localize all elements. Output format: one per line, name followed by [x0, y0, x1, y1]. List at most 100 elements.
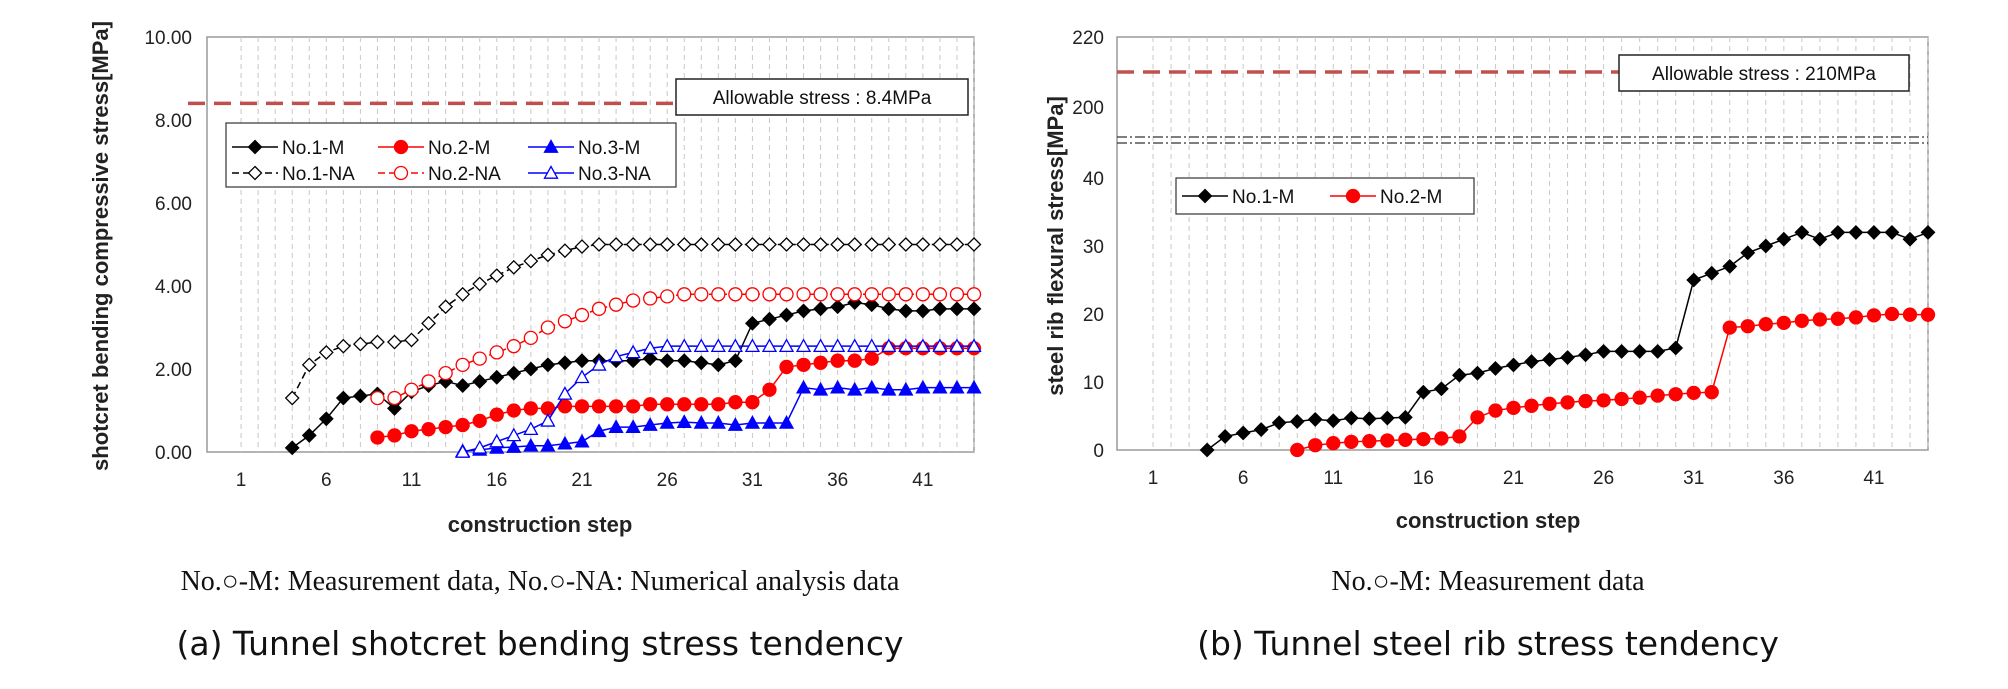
chart-b-data-point — [1434, 431, 1449, 446]
chart-a-y-tick-label: 4.00 — [155, 277, 192, 298]
chart-a-data-point — [864, 351, 879, 366]
chart-a-data-point — [489, 369, 505, 385]
chart-a-legend-marker — [247, 165, 263, 181]
chart-a-data-point — [301, 427, 317, 443]
chart-a-data-point — [455, 357, 470, 373]
chart-b-allowable-stress-label: Allowable stress : 210MPa — [1652, 64, 1876, 85]
chart-a-data-point — [915, 303, 931, 319]
chart-b-y-tick-label: 0 — [1093, 441, 1104, 462]
chart-a-data-point — [370, 430, 385, 445]
chart-b-x-tick-label: 11 — [1323, 468, 1343, 489]
chart-a-data-point — [932, 287, 948, 302]
chart-b-data-point — [1884, 224, 1900, 240]
chart-a-data-point — [676, 338, 692, 353]
chart-a-data-point — [949, 338, 965, 353]
chart-a-data-point — [864, 379, 880, 394]
chart-b-data-point — [1866, 224, 1882, 240]
chart-a-data-point — [557, 386, 573, 400]
chart-b-x-tick-label: 16 — [1413, 468, 1434, 489]
chart-b-data-point — [1902, 231, 1918, 247]
chart-a-x-axis-label: construction step — [448, 512, 633, 537]
chart-a-data-point — [898, 338, 914, 353]
chart-a-data-point — [727, 338, 743, 353]
chart-a-data-point — [710, 237, 726, 252]
chart-a-series-No.3-M — [455, 379, 982, 458]
chart-a-data-point — [523, 401, 538, 416]
chart-a-data-point — [438, 419, 453, 435]
chart-a-x-ticks: 1 6 11 16 21 26 31 36 41 — [236, 470, 934, 491]
chart-a-data-point — [847, 353, 862, 368]
chart-a-data-point — [370, 334, 385, 350]
chart-b-data-point — [1704, 265, 1720, 281]
chart-a-series-No.3-NA — [455, 338, 982, 458]
chart-a-data-point — [625, 399, 641, 414]
chart-a-data-point — [540, 437, 556, 452]
chart-b-x-tick-label: 31 — [1683, 468, 1704, 489]
chart-a-x-tick-label: 26 — [657, 470, 678, 491]
chart-a-data-point — [421, 315, 436, 331]
chart-a-data-point — [728, 395, 743, 410]
chart-b-data-point — [1686, 385, 1701, 401]
chart-b-data-point — [1271, 415, 1287, 431]
chart-b-data-point — [1902, 307, 1918, 322]
chart-a-data-point — [677, 287, 692, 302]
chart-b-x-tick-label: 1 — [1148, 468, 1159, 489]
chart-a-data-point — [472, 440, 488, 454]
chart-b-data-point — [1488, 403, 1503, 418]
chart-a-legend-marker — [543, 139, 559, 153]
chart-b-data-point — [1308, 438, 1323, 453]
chart-a-data-point — [642, 340, 658, 355]
chart-a-data-point — [318, 411, 334, 427]
chart-b-x-ticks: 1 6 11 16 21 26 31 36 41 — [1148, 468, 1885, 489]
chart-a-data-point — [506, 439, 522, 453]
chart-a-data-point — [404, 382, 419, 397]
chart-a-data-point — [523, 253, 539, 269]
chart-a-data-point — [881, 338, 897, 353]
chart-a-legend-label: No.2-M — [428, 138, 490, 159]
chart-a-data-point — [284, 440, 300, 456]
chart-a-data-point — [898, 287, 913, 302]
chart-a-data-point — [949, 379, 965, 394]
chart-a-data-point — [557, 243, 573, 259]
chart-b-data-point — [1452, 367, 1467, 383]
chart-b-data-point — [1830, 311, 1846, 326]
chart-a-data-point — [660, 397, 675, 412]
chart-a-data-point — [966, 301, 982, 317]
chart-b-data-point — [1596, 343, 1612, 359]
chart-a-data-point — [540, 320, 556, 335]
chart-b-data-point — [1920, 224, 1936, 240]
chart-b-data-point — [1884, 306, 1900, 322]
chart-b-x-tick-label: 6 — [1238, 468, 1249, 489]
chart-a-data-point — [864, 287, 879, 302]
chart-b-data-point — [1542, 396, 1557, 411]
chart-a-data-point — [949, 301, 965, 317]
chart-b-x-tick-label: 26 — [1593, 468, 1614, 489]
chart-a-data-point — [727, 353, 743, 369]
chart-a-data-point — [796, 287, 811, 302]
chart-b-data-point — [1722, 320, 1737, 335]
chart-b-caption: (b) Tunnel steel rib stress tendency — [1197, 624, 1779, 663]
chart-a-data-point — [659, 415, 675, 429]
chart-b-data-point — [1524, 398, 1539, 413]
chart-b-data-point — [1650, 388, 1665, 403]
chart-a-data-point — [710, 415, 726, 429]
chart-a-legend-label: No.2-NA — [428, 164, 501, 185]
chart-a-allowable-stress-box — [675, 78, 969, 116]
chart-a-legend-label: No.1-NA — [282, 164, 355, 185]
chart-a-data-point — [812, 338, 829, 353]
chart-a-data-point — [574, 399, 590, 414]
chart-b-allowable-stress-box — [1618, 54, 1910, 92]
chart-a-data-point — [761, 415, 778, 429]
chart-a-data-point — [795, 379, 812, 394]
chart-b-data-point — [1632, 343, 1648, 359]
chart-a-data-point — [745, 315, 760, 331]
chart-a-data-point — [643, 397, 658, 412]
chart-a-note: No.○-M: Measurement data, No.○-NA: Numer… — [181, 566, 900, 597]
chart-a-data-point — [830, 379, 846, 394]
chart-a-x-tick-label: 41 — [912, 470, 933, 491]
chart-a-data-point — [932, 338, 948, 353]
chart-a-caption: (a) Tunnel shotcret bending stress tende… — [176, 624, 903, 663]
chart-a-data-point — [693, 338, 709, 353]
chart-a-data-point — [847, 381, 863, 396]
